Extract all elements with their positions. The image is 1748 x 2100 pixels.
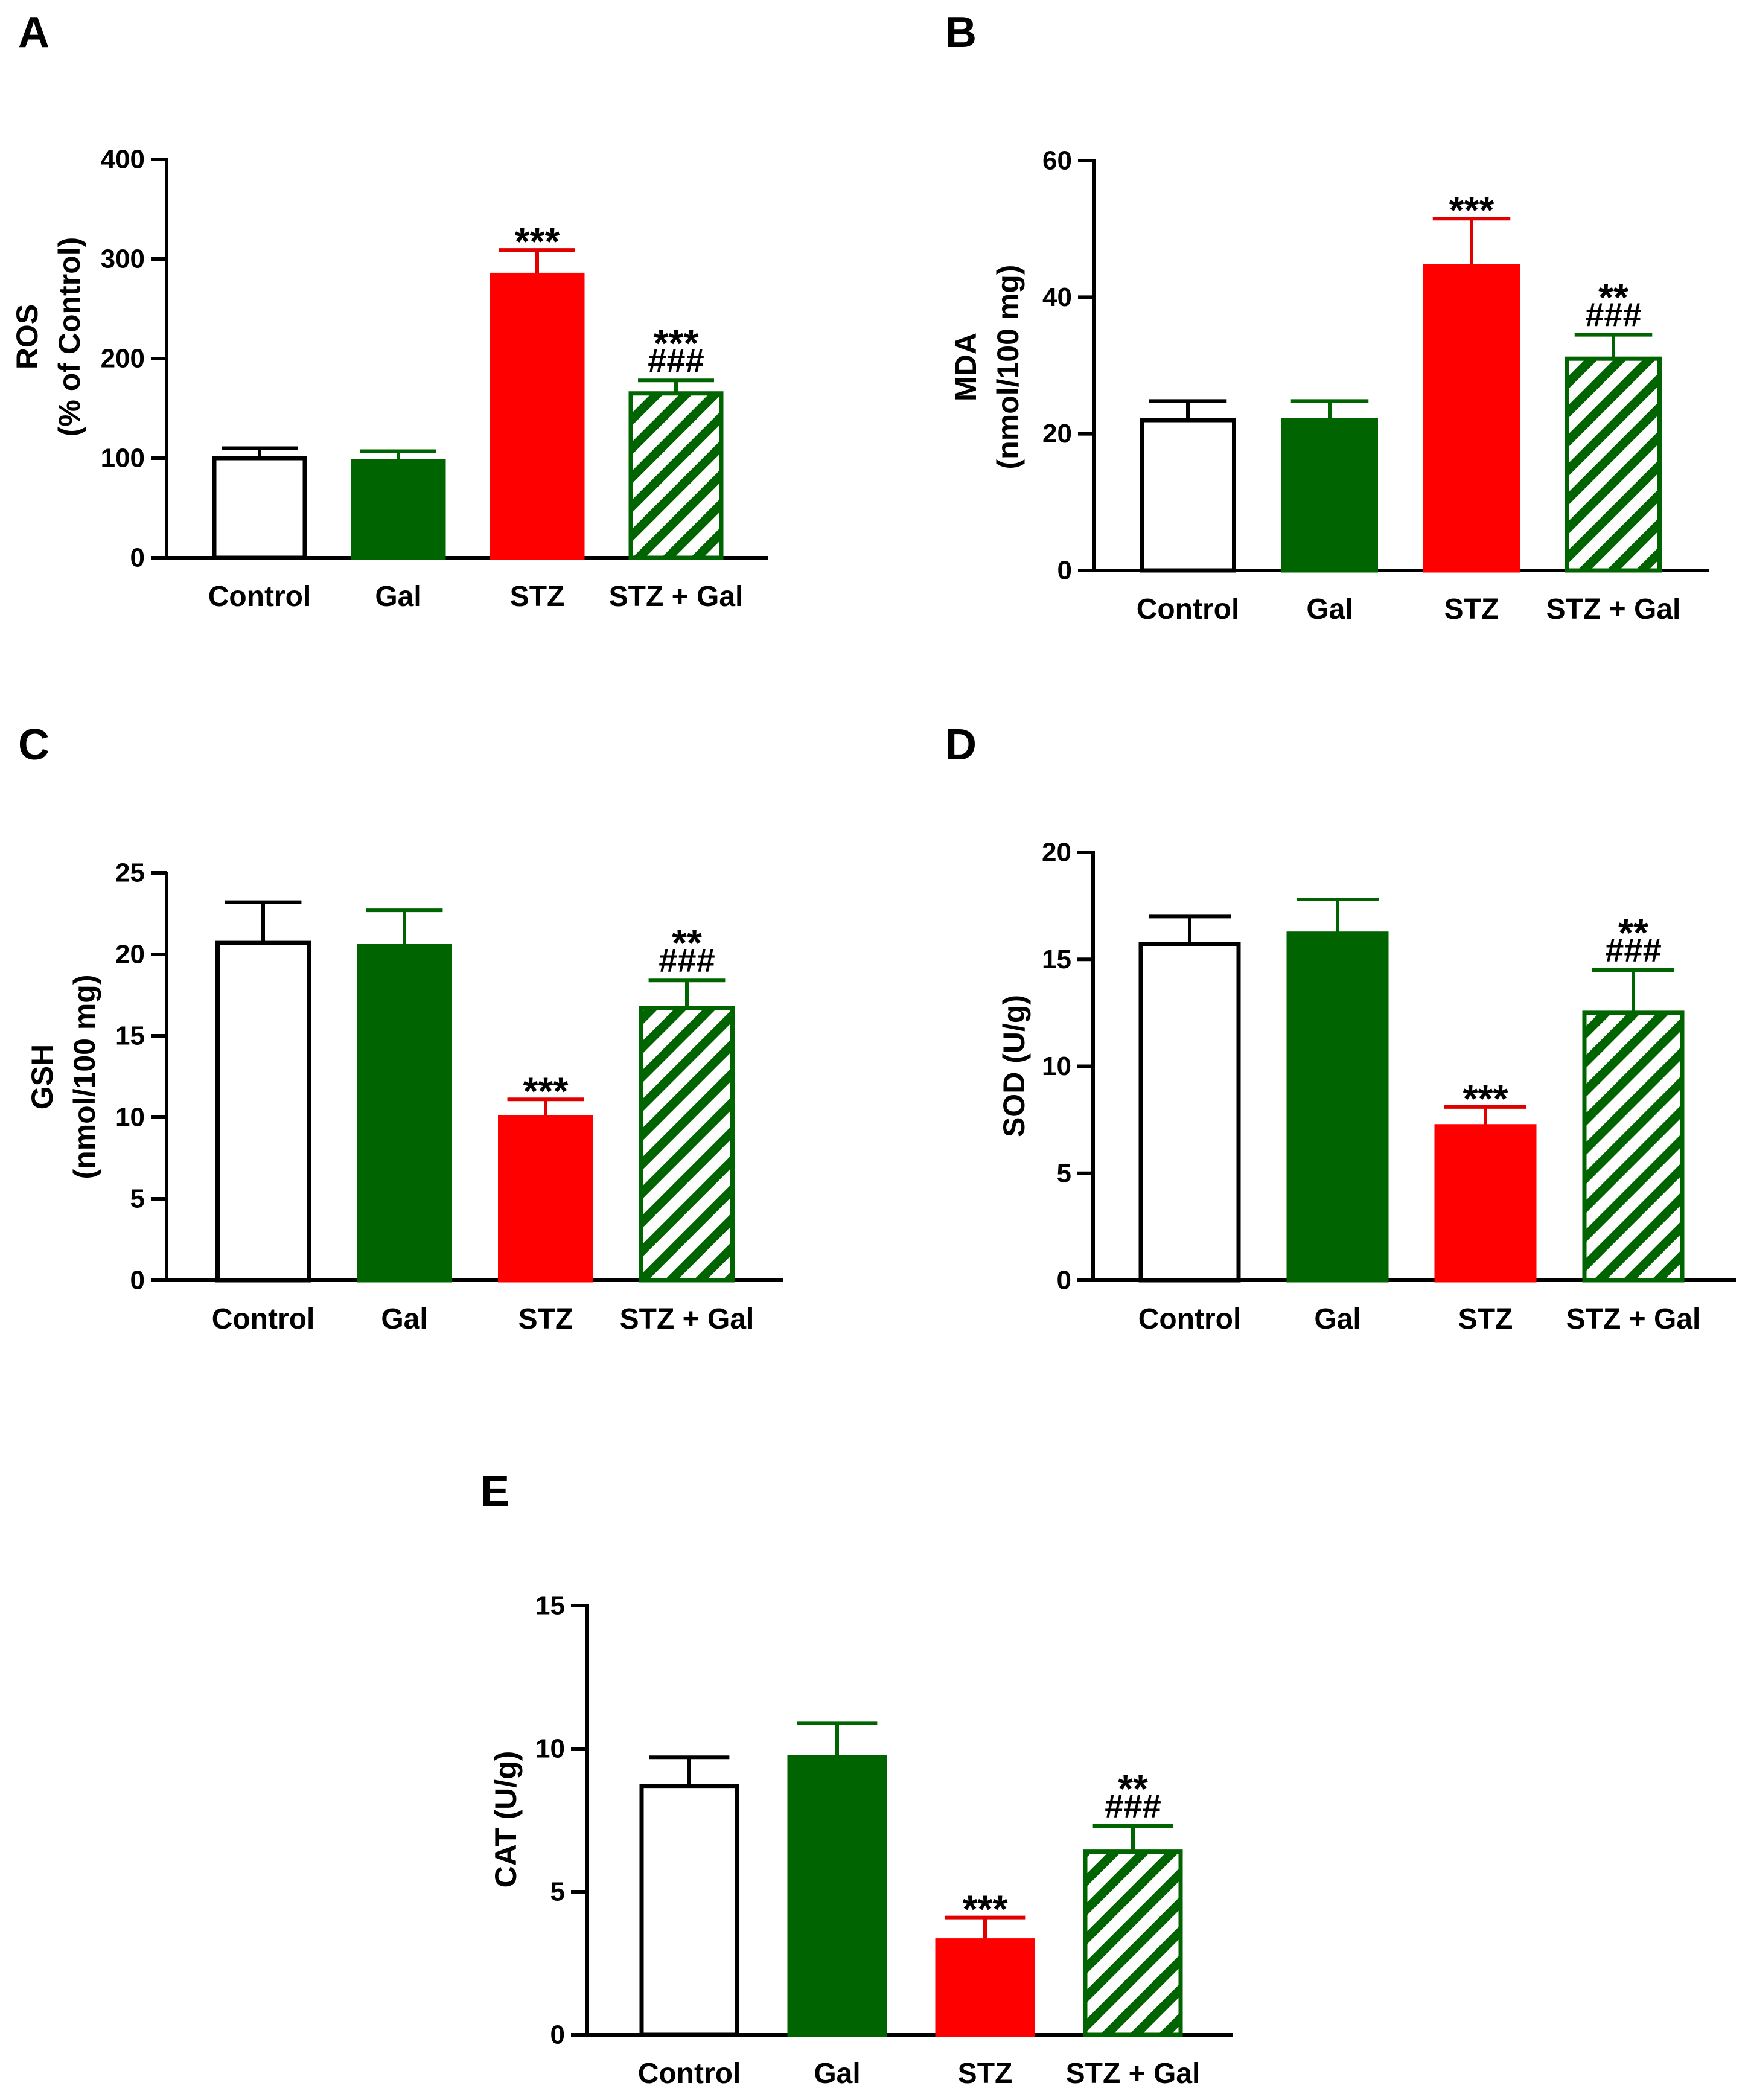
x-tick-label: STZ + Gal: [1566, 1303, 1701, 1335]
y-tick-label: 15: [1042, 945, 1071, 974]
x-tick-label: STZ: [510, 581, 565, 613]
y-tick-label: 200: [101, 344, 145, 374]
panel-a: A ROS (% of Control) 0 100 200 300 400 Control Ga…: [10, 8, 768, 613]
x-tick-label: Gal: [1306, 593, 1353, 625]
panel-label: E: [480, 1467, 509, 1516]
panel-label: C: [18, 721, 49, 769]
bar-stz-gal: [628, 391, 724, 560]
significance-stars: ***: [963, 1888, 1008, 1931]
y-axis-label: ROS: [10, 304, 44, 369]
significance-hashes: ###: [1105, 1787, 1161, 1825]
x-tick-label: Control: [638, 2058, 741, 2090]
y-tick-label: 0: [130, 543, 145, 573]
y-tick-label: 25: [115, 858, 145, 888]
bar-stz: [1434, 1124, 1537, 1283]
x-tick-label: STZ: [518, 1303, 573, 1335]
bar-control: [1140, 418, 1236, 573]
panel-e: E CAT (U/g) 0 5 10 15 Control Gal *** STZ ###** STZ…: [480, 1467, 1233, 2090]
y-axis-label: MDA: [949, 333, 983, 401]
x-tick-label: STZ + Gal: [1066, 2058, 1201, 2090]
significance-stars: **: [672, 921, 702, 965]
y-axis-label: (nmol/100 mg): [68, 975, 101, 1179]
y-tick-label: 10: [1042, 1052, 1071, 1081]
panel-d: D SOD (U/g) 0 5 10 15 20 Control Gal *** STZ ###** S…: [945, 721, 1736, 1335]
bar-stz-gal: [639, 1006, 735, 1283]
y-tick-label: 0: [550, 2020, 565, 2050]
x-tick-label: Control: [208, 581, 311, 613]
y-tick-label: 5: [1057, 1158, 1071, 1188]
significance-hashes: ###: [1605, 931, 1661, 969]
bar-stz: [935, 1938, 1035, 2037]
panel-b: B MDA (nmol/100 mg) 0 20 40 60 Control Gal *** STZ…: [945, 8, 1709, 625]
y-tick-label: 20: [1042, 838, 1071, 867]
bar-control: [1138, 942, 1241, 1283]
bar-gal: [1281, 418, 1378, 573]
y-tick-label: 0: [130, 1266, 145, 1295]
y-tick-label: 400: [101, 145, 145, 174]
bar-stz-gal: [1083, 1849, 1183, 2037]
panel-label: D: [945, 721, 977, 769]
x-tick-label: STZ + Gal: [620, 1303, 754, 1335]
y-tick-label: 0: [1057, 556, 1072, 586]
significance-stars: ***: [654, 321, 699, 365]
bar-stz: [1423, 264, 1520, 573]
y-tick-label: 100: [101, 444, 145, 473]
x-tick-label: STZ: [1444, 593, 1499, 625]
x-tick-label: Gal: [814, 2058, 860, 2090]
y-axis-label: SOD (U/g): [997, 995, 1031, 1137]
y-tick-label: 5: [550, 1877, 565, 1907]
significance-stars: ***: [523, 1069, 569, 1112]
x-tick-label: Gal: [1314, 1303, 1360, 1335]
bar-gal: [1286, 931, 1389, 1283]
significance-stars: ***: [1449, 188, 1494, 232]
y-axis-label: (% of Control): [53, 237, 86, 436]
x-tick-label: Control: [1137, 593, 1240, 625]
significance-stars: **: [1118, 1767, 1148, 1810]
panel-label: B: [945, 8, 977, 57]
x-tick-label: STZ + Gal: [1546, 593, 1681, 625]
y-axis-label: GSH: [25, 1044, 59, 1109]
x-tick-label: STZ: [958, 2058, 1013, 2090]
y-tick-label: 0: [1057, 1266, 1071, 1295]
x-tick-label: STZ: [1458, 1303, 1513, 1335]
bar-stz-gal: [1565, 356, 1662, 573]
y-tick-label: 20: [115, 940, 145, 969]
bar-stz: [490, 272, 585, 560]
y-tick-label: 15: [535, 1591, 565, 1621]
significance-hashes: ###: [648, 341, 704, 379]
bar-gal: [357, 944, 452, 1283]
significance-stars: ***: [1463, 1077, 1508, 1120]
panel-label: A: [18, 8, 49, 57]
y-axis-label: CAT (U/g): [489, 1751, 523, 1888]
y-tick-label: 20: [1042, 419, 1072, 448]
bar-gal: [787, 1755, 887, 2037]
significance-stars: **: [1598, 276, 1628, 319]
y-tick-label: 15: [115, 1021, 145, 1051]
significance-hashes: ###: [659, 941, 715, 979]
y-tick-label: 10: [115, 1103, 145, 1132]
bar-control: [639, 1784, 739, 2037]
y-tick-label: 60: [1042, 146, 1072, 176]
x-tick-label: Gal: [375, 581, 421, 613]
bar-stz: [498, 1115, 593, 1283]
y-tick-label: 300: [101, 244, 145, 274]
y-tick-label: 10: [535, 1734, 565, 1764]
x-tick-label: STZ + Gal: [609, 581, 744, 613]
x-tick-label: Control: [212, 1303, 315, 1335]
significance-hashes: ###: [1585, 296, 1641, 334]
x-tick-label: Control: [1138, 1303, 1242, 1335]
y-axis-label: (nmol/100 mg): [991, 265, 1025, 470]
x-tick-label: Gal: [381, 1303, 427, 1335]
bar-stz-gal: [1582, 1010, 1685, 1283]
y-tick-label: 40: [1042, 282, 1072, 312]
significance-stars: **: [1618, 911, 1648, 954]
y-tick-label: 5: [130, 1184, 145, 1214]
significance-stars: ***: [515, 220, 560, 263]
bar-control: [212, 456, 307, 560]
bar-control: [215, 940, 311, 1283]
bar-gal: [351, 459, 446, 560]
